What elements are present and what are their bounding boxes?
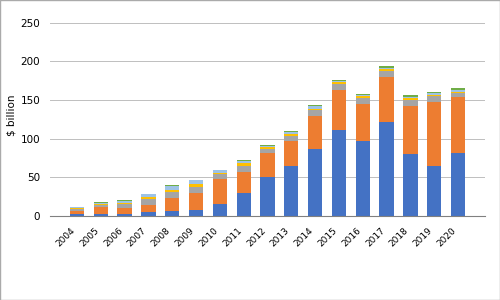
Bar: [141, 194, 156, 197]
Bar: [451, 88, 465, 90]
Bar: [308, 105, 322, 106]
Bar: [404, 98, 417, 100]
Bar: [212, 174, 227, 179]
Bar: [404, 100, 417, 106]
Bar: [451, 153, 465, 216]
Bar: [451, 93, 465, 97]
Bar: [308, 110, 322, 116]
Bar: [380, 122, 394, 216]
Bar: [141, 197, 156, 199]
Bar: [380, 71, 394, 77]
Bar: [260, 153, 274, 177]
Bar: [308, 149, 322, 216]
Bar: [404, 106, 417, 154]
Bar: [236, 161, 251, 164]
Bar: [332, 130, 346, 216]
Bar: [260, 145, 274, 146]
Bar: [332, 84, 346, 90]
Bar: [165, 190, 180, 192]
Bar: [141, 199, 156, 205]
Bar: [236, 166, 251, 172]
Bar: [94, 204, 108, 205]
Y-axis label: $ billion: $ billion: [6, 95, 16, 136]
Bar: [118, 204, 132, 208]
Bar: [212, 204, 227, 216]
Bar: [284, 141, 298, 166]
Bar: [427, 92, 442, 93]
Bar: [212, 170, 227, 173]
Bar: [94, 202, 108, 203]
Bar: [356, 104, 370, 141]
Bar: [189, 210, 203, 216]
Bar: [356, 96, 370, 98]
Bar: [165, 186, 180, 190]
Bar: [94, 205, 108, 208]
Bar: [404, 154, 417, 216]
Bar: [356, 98, 370, 104]
Bar: [308, 116, 322, 149]
Bar: [70, 207, 84, 208]
Bar: [212, 179, 227, 204]
Bar: [356, 141, 370, 216]
Bar: [189, 180, 203, 184]
Bar: [70, 211, 84, 214]
Bar: [70, 209, 84, 211]
Bar: [332, 81, 346, 82]
Bar: [427, 166, 442, 216]
Bar: [380, 69, 394, 71]
Bar: [332, 90, 346, 130]
Bar: [404, 95, 417, 97]
Bar: [284, 131, 298, 132]
Bar: [451, 90, 465, 92]
Bar: [141, 212, 156, 216]
Bar: [284, 132, 298, 134]
Bar: [165, 198, 180, 211]
Bar: [189, 184, 203, 187]
Bar: [427, 94, 442, 96]
Bar: [118, 203, 132, 204]
Bar: [356, 94, 370, 96]
Bar: [260, 146, 274, 147]
Bar: [284, 134, 298, 136]
Bar: [236, 164, 251, 166]
Bar: [404, 97, 417, 98]
Bar: [70, 214, 84, 216]
Bar: [212, 169, 227, 170]
Bar: [236, 160, 251, 161]
Bar: [260, 149, 274, 153]
Bar: [141, 205, 156, 212]
Bar: [427, 96, 442, 102]
Bar: [94, 214, 108, 216]
Bar: [118, 214, 132, 216]
Bar: [332, 82, 346, 84]
Bar: [427, 102, 442, 166]
Bar: [260, 177, 274, 216]
Bar: [260, 147, 274, 149]
Bar: [165, 211, 180, 216]
Bar: [451, 97, 465, 153]
Bar: [332, 80, 346, 81]
Bar: [236, 193, 251, 216]
Bar: [189, 193, 203, 210]
Bar: [165, 192, 180, 198]
Bar: [94, 203, 108, 204]
Bar: [212, 173, 227, 174]
Bar: [308, 106, 322, 109]
Bar: [284, 136, 298, 141]
Bar: [451, 92, 465, 93]
Bar: [284, 166, 298, 216]
Bar: [118, 208, 132, 214]
Bar: [118, 200, 132, 203]
Bar: [94, 208, 108, 214]
Bar: [427, 93, 442, 94]
Bar: [380, 68, 394, 69]
Bar: [165, 185, 180, 186]
Bar: [236, 172, 251, 193]
Bar: [380, 77, 394, 122]
Bar: [308, 109, 322, 110]
Bar: [189, 187, 203, 193]
Bar: [70, 208, 84, 209]
Bar: [380, 66, 394, 68]
